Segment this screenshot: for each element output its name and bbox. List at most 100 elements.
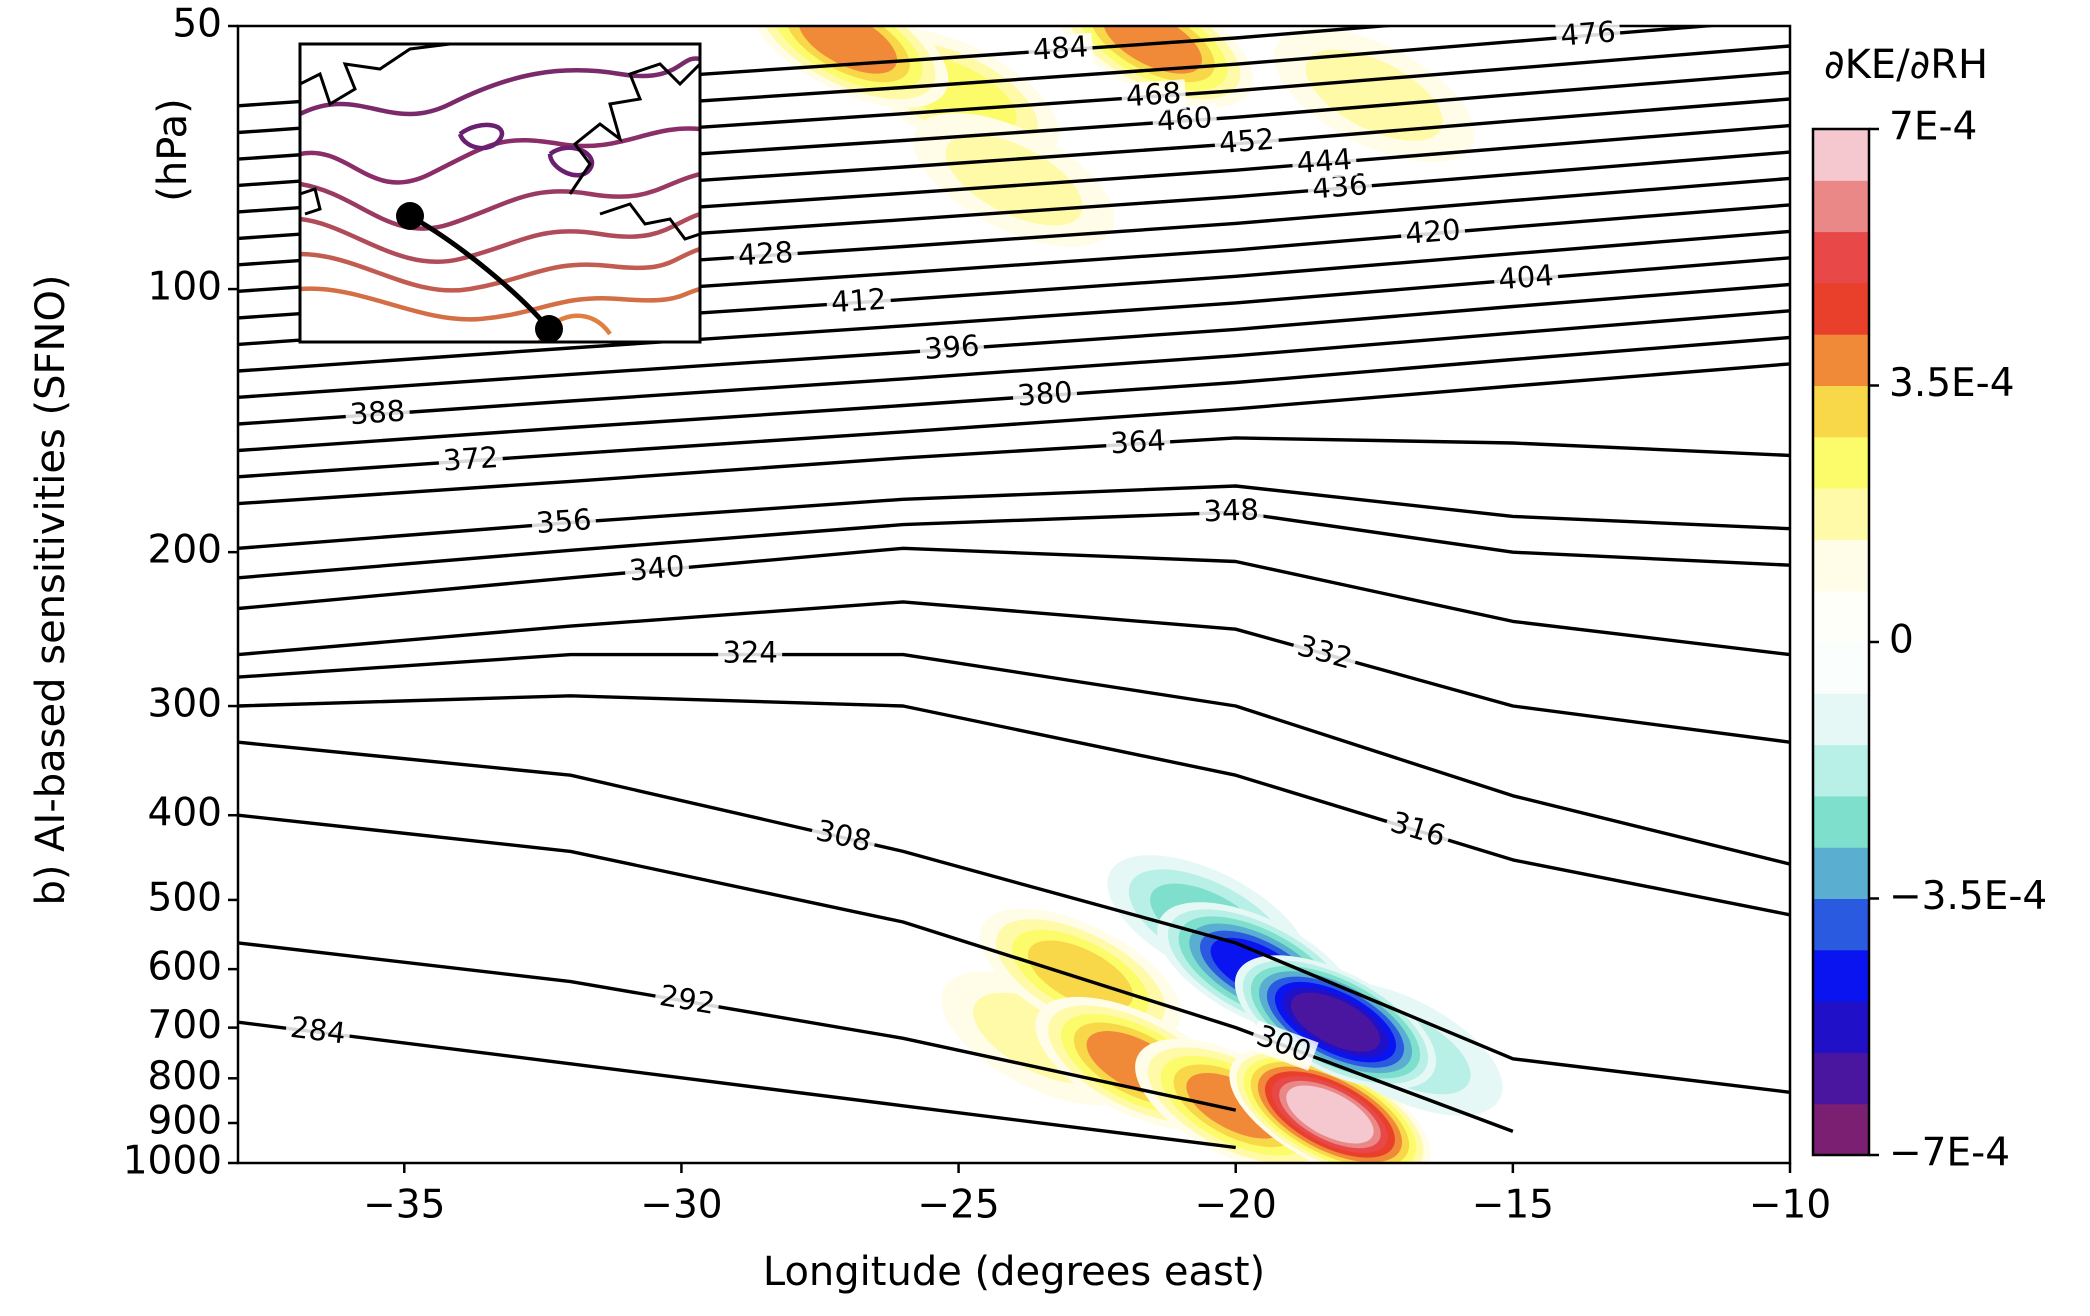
colorbar-bin xyxy=(1813,744,1869,797)
coastline xyxy=(300,187,322,216)
colorbar-bin xyxy=(1813,1052,1869,1105)
contour-label: 380 xyxy=(1016,375,1074,413)
plot-frame xyxy=(236,24,1792,1165)
y-tick-label: 900 xyxy=(148,1099,222,1144)
x-tick-label: −15 xyxy=(1472,1183,1554,1228)
contour-label-bg xyxy=(808,815,878,860)
colorbar-title: ∂KE/∂RH xyxy=(1824,42,1988,88)
contour-label: 420 xyxy=(1404,212,1462,250)
sensitivity-level xyxy=(1103,26,1202,74)
contour-label-group: 380 xyxy=(1012,375,1079,413)
contour-line xyxy=(238,694,1790,917)
coastline xyxy=(568,62,700,195)
contour-label-group: 356 xyxy=(530,502,597,541)
colorbar-bin xyxy=(1813,847,1869,899)
contour-label: 308 xyxy=(813,813,875,859)
sensitivity-level xyxy=(1286,1085,1374,1144)
inset-contours xyxy=(300,44,700,342)
contour-label-group: 420 xyxy=(1399,212,1467,252)
inset-border xyxy=(298,42,702,344)
colorbar-bin xyxy=(1813,436,1869,489)
track-line xyxy=(408,213,551,331)
y-tick-label: 600 xyxy=(148,945,222,990)
colorbar-bin xyxy=(1813,488,1869,540)
contour-label-group: 308 xyxy=(808,813,878,860)
contour-label-bg xyxy=(1012,378,1079,413)
contour-label-bg xyxy=(718,639,783,670)
colorbar-bin xyxy=(1813,795,1869,848)
contour-label-bg xyxy=(437,443,504,478)
colorbar-tick-label: −7E-4 xyxy=(1889,1131,2010,1176)
contour-label: 468 xyxy=(1125,76,1183,114)
contour-label-bg xyxy=(1120,79,1187,114)
colorbar-bin xyxy=(1813,949,1869,1002)
sensitivity-level xyxy=(1305,49,1443,141)
contour-label: 332 xyxy=(1294,628,1356,676)
contour-label-group: 316 xyxy=(1382,805,1453,855)
contour-label-group: 428 xyxy=(732,235,799,273)
coastline xyxy=(300,44,451,107)
coastline xyxy=(599,202,700,241)
colorbar-tick-label: −3.5E-4 xyxy=(1889,874,2047,919)
sensitivity-level xyxy=(798,26,898,74)
contour-label: 292 xyxy=(657,978,717,1021)
y-tick-label: 700 xyxy=(148,1003,222,1048)
contour-label: 388 xyxy=(349,393,407,431)
contour-label-bg xyxy=(1027,32,1094,68)
inset-line xyxy=(300,211,700,265)
contour-line xyxy=(238,941,1237,1112)
inset-line xyxy=(300,246,700,293)
x-tick-label: −25 xyxy=(917,1183,999,1228)
inset-map xyxy=(298,42,702,344)
colorbar-bin xyxy=(1813,231,1869,284)
x-axis-label: Longitude (degrees east) xyxy=(763,1249,1265,1295)
contour-line xyxy=(238,256,1790,373)
contour-label-group: 324 xyxy=(718,636,783,670)
contour-label-bg xyxy=(1555,17,1622,54)
contour-line xyxy=(238,362,1790,479)
contour-label-group: 292 xyxy=(652,978,722,1022)
contour-line xyxy=(238,510,1790,580)
contour-label-bg xyxy=(623,552,691,588)
inset-line xyxy=(457,122,505,151)
sensitivity-level xyxy=(1290,992,1381,1052)
x-tick-label: −20 xyxy=(1195,1183,1277,1228)
contour-line xyxy=(238,600,1790,744)
track-start xyxy=(396,202,424,230)
contour-line xyxy=(238,652,1790,866)
contour-label-bg xyxy=(1493,261,1560,297)
contour-label-group: 476 xyxy=(1555,14,1622,54)
colorbar-bin xyxy=(1813,693,1869,746)
contour-label-bg xyxy=(530,505,597,541)
colorbar-bin xyxy=(1813,334,1869,386)
sensitivity-blob xyxy=(1229,1047,1431,1163)
contour-label-bg xyxy=(1289,630,1360,677)
contour-line xyxy=(238,436,1790,506)
contour-label-group: 388 xyxy=(344,393,411,432)
y-tick-label: 400 xyxy=(148,791,222,836)
contour-label-bg xyxy=(825,285,892,320)
contour-label-group: 332 xyxy=(1289,628,1360,677)
colorbar-bin xyxy=(1813,590,1869,643)
contour-line xyxy=(238,309,1790,426)
contour-label-bg xyxy=(1382,807,1453,855)
contour-label: 340 xyxy=(628,549,686,588)
contour-label-bg xyxy=(1399,215,1467,252)
contour-line xyxy=(238,282,1790,399)
inset-line xyxy=(300,171,700,231)
contour-label: 316 xyxy=(1387,805,1450,854)
contour-label: 396 xyxy=(923,328,981,366)
contour-label-group: 484 xyxy=(1027,29,1094,68)
y-axis-label: b) AI-based sensitivities (SFNO) xyxy=(28,274,74,905)
contour-line xyxy=(238,813,1514,1133)
contour-label: 444 xyxy=(1295,142,1353,180)
contour-label-bg xyxy=(1213,125,1280,161)
contour-label-group: 404 xyxy=(1493,258,1560,297)
colorbar-tick-label: 7E-4 xyxy=(1889,105,1977,150)
contour-label-bg xyxy=(1291,145,1358,181)
x-tick-label: −30 xyxy=(640,1183,722,1228)
colorbar-bin xyxy=(1813,898,1869,951)
colorbar-bin xyxy=(1813,282,1869,335)
colorbar-bin xyxy=(1813,180,1869,233)
